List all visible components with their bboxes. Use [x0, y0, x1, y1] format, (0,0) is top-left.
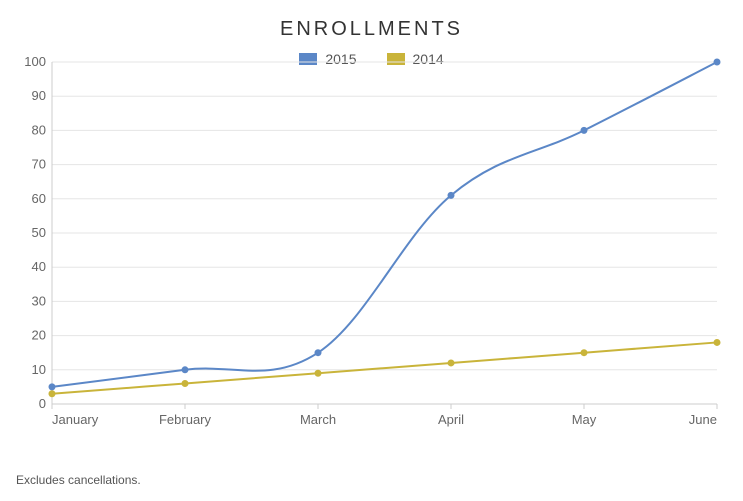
y-tick-label: 50	[32, 225, 46, 240]
x-tick-label: May	[572, 412, 597, 427]
y-tick-label: 70	[32, 157, 46, 172]
y-tick-label: 40	[32, 259, 46, 274]
chart-title: ENROLLMENTS	[0, 0, 743, 41]
series-point-2015	[714, 59, 721, 66]
series-point-2014	[182, 380, 189, 387]
y-tick-label: 80	[32, 122, 46, 137]
series-point-2015	[49, 383, 56, 390]
chart-container: ENROLLMENTS 0 10 20 30 40 50 60 70 80 90 100 Januar…	[0, 0, 743, 501]
x-tick-label: January	[52, 412, 99, 427]
enrollments-line-chart: 0 10 20 30 40 50 60 70 80 90 100 January February Mar…	[16, 52, 727, 432]
series-point-2015	[448, 192, 455, 199]
series-point-2014	[581, 349, 588, 356]
chart-footnote: Excludes cancellations.	[16, 473, 141, 487]
series-point-2014	[714, 339, 721, 346]
y-tick-label: 90	[32, 88, 46, 103]
series-point-2015	[182, 366, 189, 373]
x-tick-label: March	[300, 412, 336, 427]
x-tick-label: June	[689, 412, 717, 427]
series-line-2014	[52, 342, 717, 393]
y-tick-label: 10	[32, 362, 46, 377]
y-tick-label: 60	[32, 191, 46, 206]
y-tick-label: 100	[24, 54, 46, 69]
series-point-2014	[49, 390, 56, 397]
series-point-2014	[448, 359, 455, 366]
y-tick-label: 20	[32, 328, 46, 343]
series-point-2015	[315, 349, 322, 356]
x-tick-label: April	[438, 412, 464, 427]
series-point-2015	[581, 127, 588, 134]
y-tick-label: 0	[39, 396, 46, 411]
series-line-2015	[52, 62, 717, 387]
series-point-2014	[315, 370, 322, 377]
x-tick-label: February	[159, 412, 212, 427]
y-tick-label: 30	[32, 293, 46, 308]
